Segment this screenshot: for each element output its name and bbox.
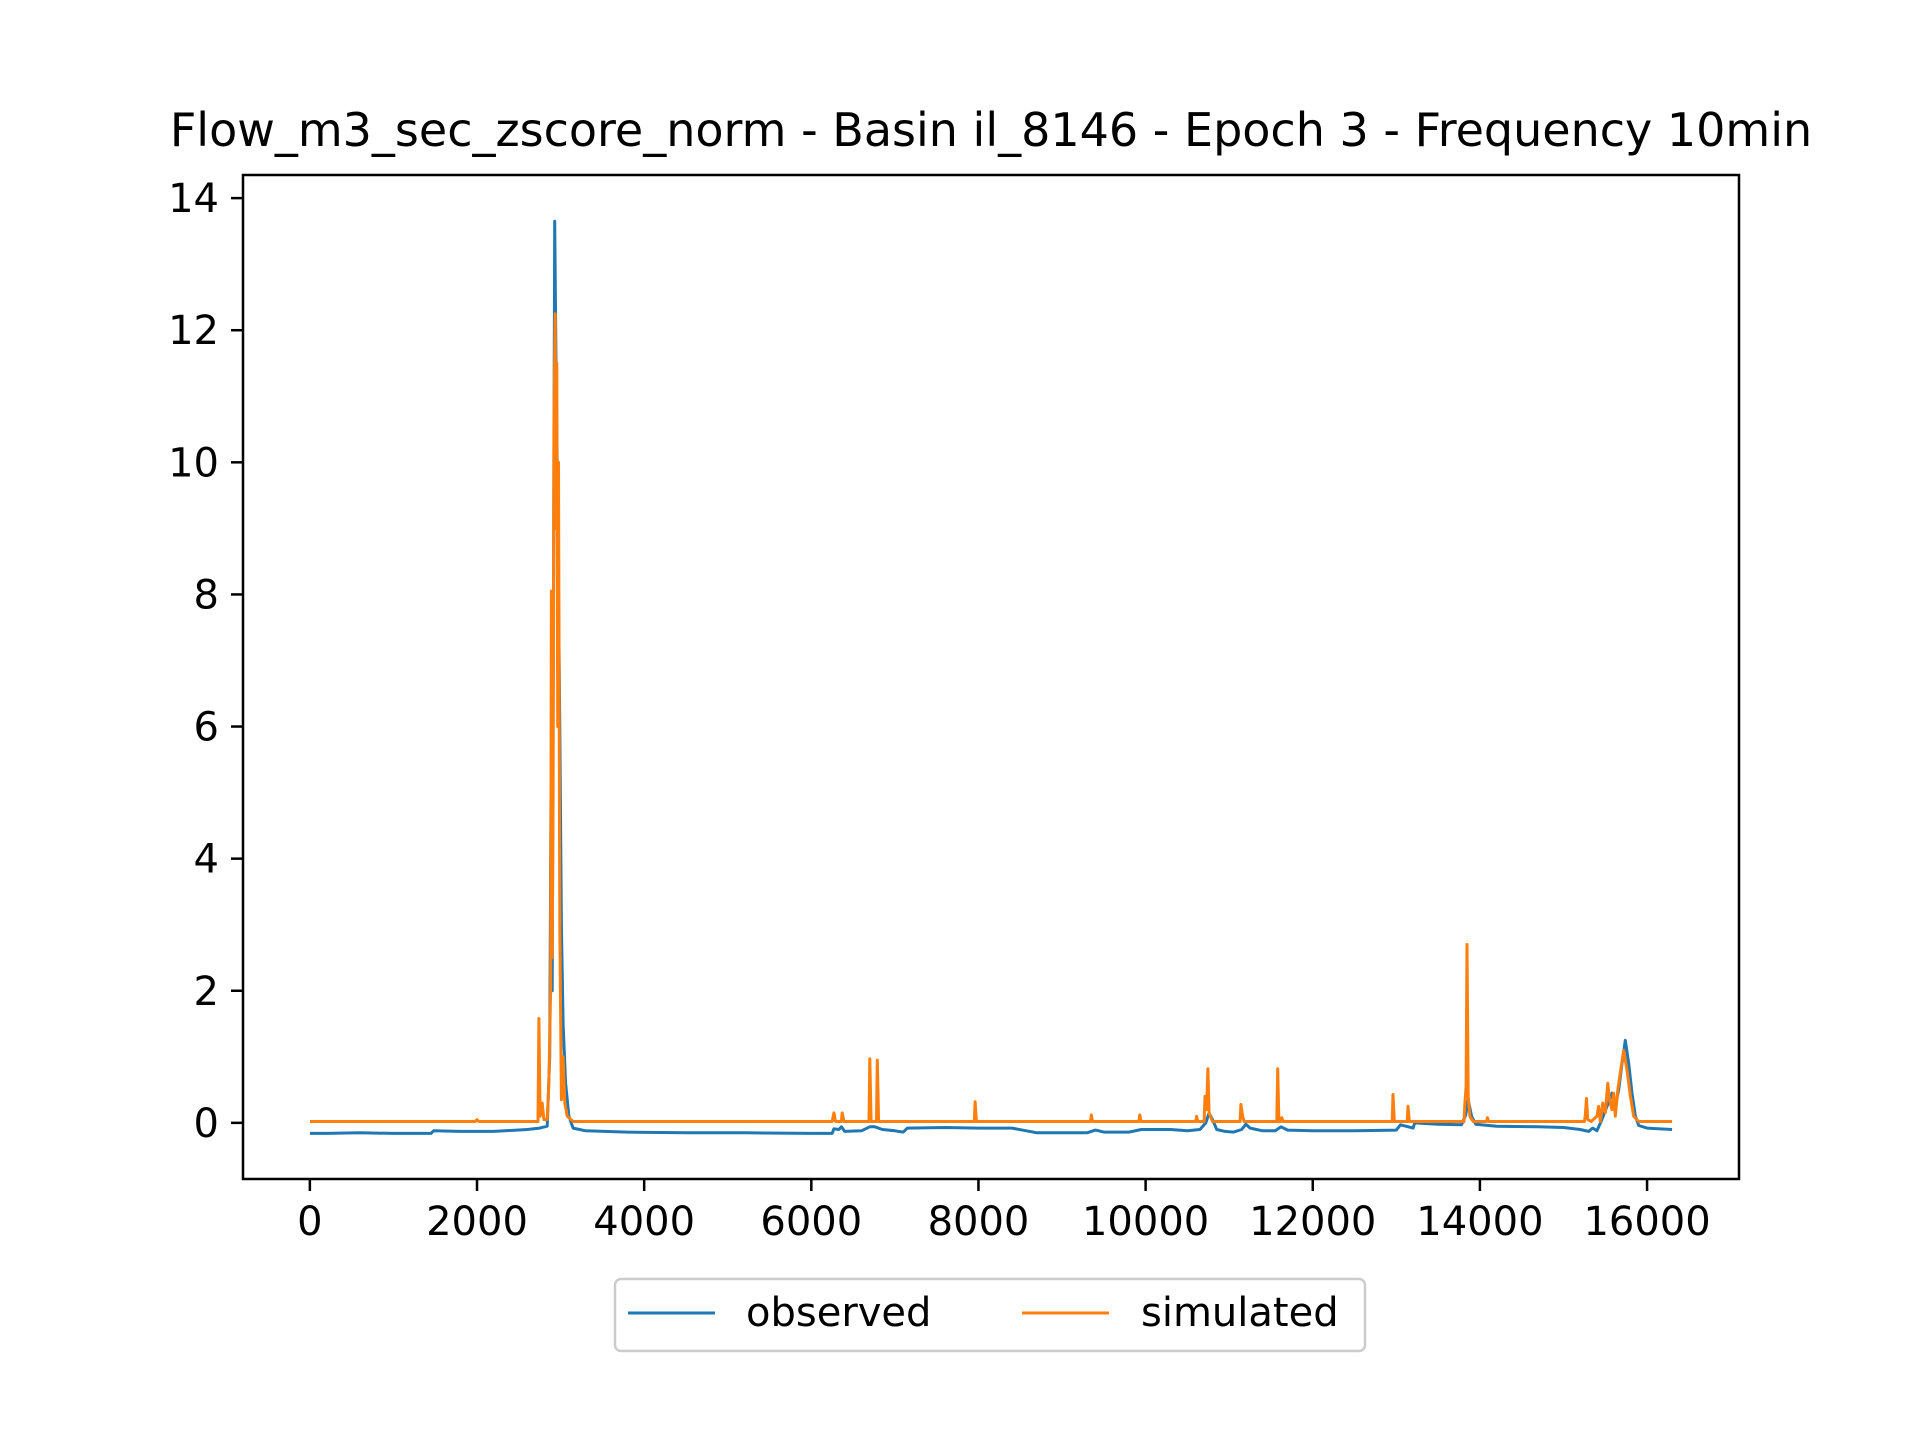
x-tick-label: 14000 [1416,1199,1543,1245]
legend: observed simulated [613,1277,1367,1353]
x-axis: 0 2000 4000 6000 8000 10000 12000 14000 16000 [297,1179,1711,1245]
legend-label-simulated: simulated [1141,1290,1339,1336]
x-tick-label: 12000 [1249,1199,1376,1245]
y-tick-label: 2 [194,969,219,1015]
x-tick-label: 8000 [928,1199,1030,1245]
x-tick-label: 4000 [593,1199,695,1245]
y-tick-label: 10 [168,440,219,486]
x-tick-label: 10000 [1082,1199,1209,1245]
x-tick-label: 6000 [760,1199,862,1245]
x-tick-label: 2000 [426,1199,528,1245]
x-tick-label: 16000 [1583,1199,1710,1245]
series-line-simulated [309,312,1673,1123]
y-tick-label: 6 [194,705,219,751]
legend-label-observed: observed [746,1290,931,1336]
legend-box [613,1277,1367,1353]
chart-title: Flow_m3_sec_zscore_norm - Basin il_8146 … [170,103,1812,157]
y-tick-label: 14 [168,176,219,222]
y-tick-label: 0 [194,1101,219,1147]
x-tick-label: 0 [297,1199,322,1245]
plot-area [309,219,1673,1135]
axes-frame [241,173,1741,1181]
y-tick-label: 12 [168,308,219,354]
y-tick-label: 8 [194,572,219,618]
y-tick-label: 4 [194,837,219,883]
y-axis: 0 2 4 6 8 10 12 14 [168,176,243,1147]
